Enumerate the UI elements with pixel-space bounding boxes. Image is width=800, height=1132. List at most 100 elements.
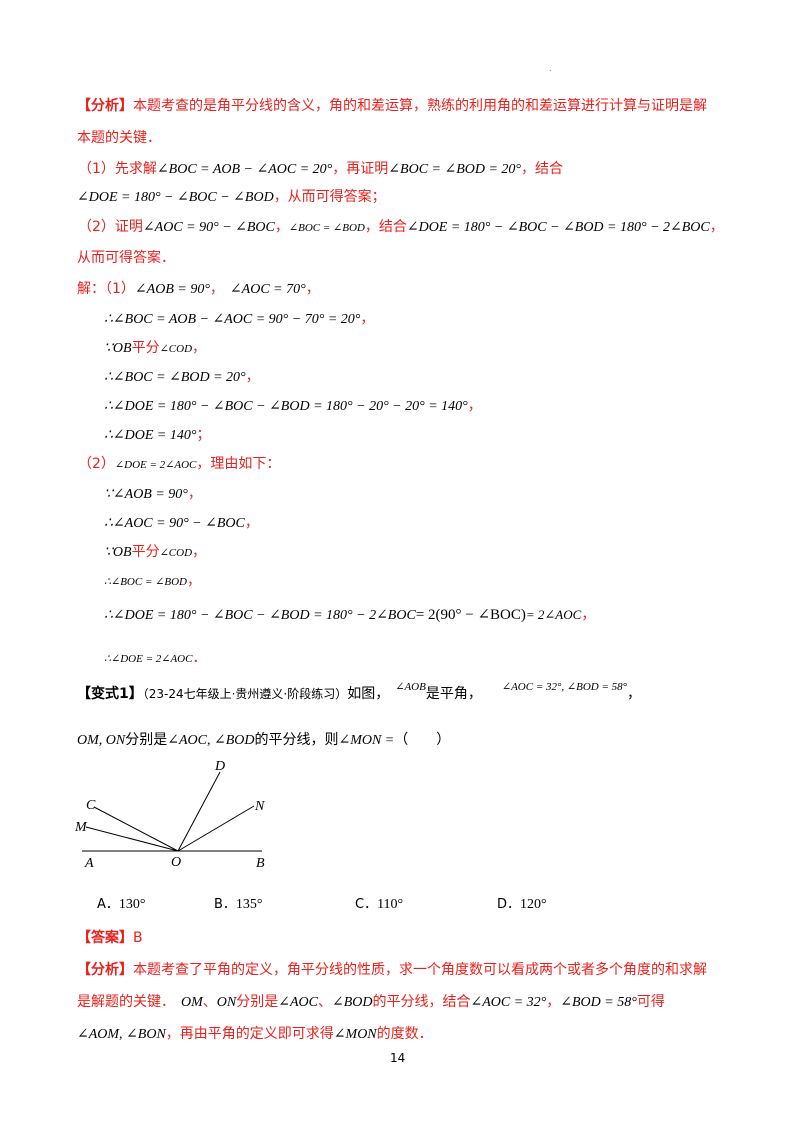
angle-diagram: A B O C M D N [74,759,265,870]
choice-b-value: 135° [235,897,263,912]
solution-r5a: ∴∠DOE = 180° − ∠BOC − ∠BOD = 180° − 2∠BO… [104,608,416,623]
choice-a-value: 130° [118,897,146,912]
variant-math-4: ∠AOC, ∠BOD [167,733,255,748]
analysis2-math-7: ∠AOM, ∠BON [77,1027,166,1042]
variant-source: （23-24七年级上·贵州遵义·阶段练习） [142,687,348,701]
analysis2-math-5: ∠AOC = 32° [470,995,547,1010]
hint2-text-5: 从而可得答案． [77,250,175,266]
choice-b[interactable]: B．135° [214,894,263,915]
solution-p2: ∠DOE = 2∠AOC [114,459,197,471]
solution-semi: ； [196,427,211,443]
solution-num-1: （1） [105,281,135,297]
ray-oc [93,806,179,852]
solution-s1b: ∠AOC = 70° [229,282,306,297]
analysis2-text-6: 的平分线，结合 [372,994,471,1010]
analysis-line-1: 【分析】本题考查的是角平分线的含义，角的和差运算，熟练的利用角的和差运算进行计算… [77,96,707,116]
label-c: C [86,798,96,813]
label-a: A [84,856,94,870]
analysis-line-2: 本题的关键． [77,128,161,148]
solution-comma-8: ， [244,515,259,531]
variant-text-5: 的平分线，则 [254,732,339,748]
analysis2-math-6: ∠BOD = 58° [560,995,637,1010]
solution-jie: 解： [77,281,105,297]
hint1-line-2: ∠DOE = 180° − ∠BOC − ∠BOD，从而可得答案； [77,187,386,208]
choice-b-label: B． [214,897,236,912]
choice-a[interactable]: A．130° [97,894,146,915]
solution2-line-2: ∵∠AOB = 90°， [104,484,202,505]
analysis2-text-10: 的度数． [376,1026,433,1042]
choice-a-label: A． [97,897,119,912]
choice-c-label: C． [355,897,378,912]
solution-comma-6: ， [467,398,482,414]
hint2-math-2: ∠BOC = ∠BOD [288,222,365,234]
label-n: N [254,799,265,814]
analysis-text-1: 本题考查的是角平分线的含义，角的和差运算，熟练的利用角的和差运算进行计算与证明是… [133,98,707,114]
hint1-text-4: ，从而可得答案； [273,189,386,205]
stray-dot: . [549,64,552,73]
hint2-math-1: ∠AOC = 90° − ∠BOC [142,220,275,235]
analysis2-line-2: 是解题的关键． OM、ON分别是∠AOC、∠BOD的平分线，结合∠AOC = 32… [77,992,665,1013]
solution2-line-6: ∴∠DOE = 180° − ∠BOC − ∠BOD = 180° − 2∠BO… [104,605,595,626]
solution-s5: ∴∠DOE = 180° − ∠BOC − ∠BOD = 180° − 20° … [104,399,468,414]
solution-comma-2: ， [305,281,320,297]
choice-d-label: D． [497,897,521,912]
solution-s3a: ∵OB [104,341,132,356]
variant-math-2: ∠AOC = 32°, ∠BOD = 58° [501,681,628,693]
ray-on [177,805,255,852]
choice-d[interactable]: D．120° [497,894,547,915]
solution-comma-3: ， [360,311,375,327]
choice-c[interactable]: C．110° [355,894,403,915]
hint1-math-2: ∠BOC = ∠BOD = 20° [388,162,522,177]
solution-comma: ， [209,281,224,297]
label-m: M [74,820,88,835]
analysis-label: 【分析】 [77,98,133,114]
solution-s2: ∴∠BOC = AOB − ∠AOC = 90° − 70° = 20° [104,312,361,327]
analysis2-text-8: 可得 [636,994,665,1010]
solution2-line-3: ∴∠AOC = 90° − ∠BOC， [104,513,259,534]
page-number: 14 [390,1051,406,1065]
solution-line-2: ∴∠BOC = AOB − ∠AOC = 90° − 70° = 20°， [104,309,374,330]
variant-text-3: ， [627,686,642,702]
analysis2-math-8: ∠MON [333,1027,377,1042]
solution-period: ． [192,650,207,666]
solution-comma-7: ， [187,486,202,502]
solution-line-4: ∴∠BOC = ∠BOD = 20°， [104,367,260,388]
variant-label: 【变式1】 [77,686,143,702]
analysis2-text-9: ，再由平角的定义即可求得 [165,1026,334,1042]
analysis2-text-1: 本题考查了平角的定义，角平分线的性质，求一个角度数可以看成两个或者多个角度的和求… [133,962,707,978]
solution2-line-4: ∵OB平分∠COD， [104,542,206,563]
label-b: B [256,856,265,870]
choice-c-value: 110° [377,897,404,912]
solution-r1: ∵∠AOB = 90° [104,487,188,502]
variant-text-6: （ ） [394,732,451,748]
answer-value: B [133,930,143,946]
hint2-line-1: （2）证明∠AOC = 90° − ∠BOC，∠BOC = ∠BOD，结合∠DO… [78,217,724,238]
variant-math-1: ∠AOB [395,681,426,693]
label-o: O [171,855,181,870]
solution-r3c: ∠COD [159,547,193,559]
ray-om [85,826,179,852]
ray-od [177,771,221,852]
hint1-text-3: ，结合 [521,161,564,177]
solution-comma-9: ， [192,544,207,560]
variant-text-2: 是平角， [425,686,482,702]
variant-math-5: ∠MON = [338,733,395,748]
hint2-text-3: ，结合 [364,219,407,235]
solution-comma-10: ， [186,573,201,589]
analysis2-text-2: 是解题的关键． [77,994,175,1010]
analysis-text-2: 本题的关键． [77,130,161,146]
solution-line-3: ∵OB平分∠COD， [104,338,206,359]
analysis2-text-7: ， [546,994,561,1010]
hint1-num: （1） [78,161,115,177]
analysis2-line-3: ∠AOM, ∠BON，再由平角的定义即可求得∠MON的度数． [77,1024,433,1045]
solution-r3a: ∵OB [104,545,132,560]
hint2-text-1: 证明 [114,219,143,235]
solution-s1a: ∠AOB = 90° [134,282,210,297]
hint2-text-2: ， [274,219,289,235]
solution-line-6: ∴∠DOE = 140°； [104,425,210,446]
answer-label: 【答案】 [77,930,133,946]
analysis2-text-5: 、 [317,994,332,1010]
choice-d-value: 120° [520,897,547,912]
analysis2-text-4: 分别是 [236,994,279,1010]
solution-r4: ∴∠BOC = ∠BOD [104,576,187,588]
